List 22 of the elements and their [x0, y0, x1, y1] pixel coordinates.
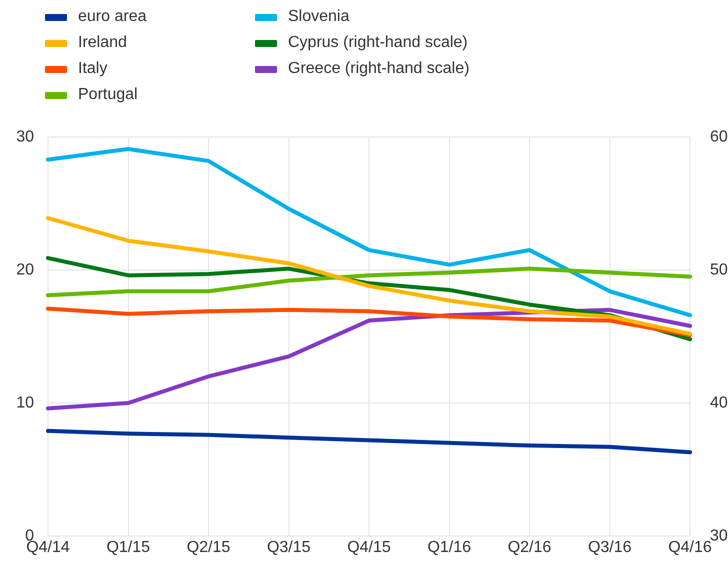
y2-tick-label: 60 [710, 128, 728, 146]
legend-label: Italy [78, 60, 108, 78]
x-tick-label: Q1/16 [427, 539, 472, 556]
x-tick-label: Q3/16 [588, 539, 632, 556]
y-tick-label: 30 [16, 128, 34, 146]
x-tick-label: Q4/16 [668, 539, 712, 556]
y-tick-label: 20 [16, 261, 34, 278]
legend-label: Cyprus (right-hand scale) [288, 34, 468, 52]
legend-label: Ireland [78, 34, 127, 52]
legend-label: Greece (right-hand scale) [288, 60, 470, 78]
x-tick-label: Q1/15 [106, 539, 150, 556]
x-tick-label: Q2/15 [186, 539, 230, 556]
x-tick-label: Q2/16 [508, 539, 552, 556]
y2-tick-label: 40 [710, 394, 728, 412]
y2-tick-label: 50 [710, 261, 728, 278]
x-tick-label: Q3/15 [266, 539, 311, 556]
y2-tick-label: 30 [710, 527, 728, 544]
legend-label: Portugal [78, 86, 138, 104]
legend-label: Slovenia [288, 8, 350, 26]
x-tick-label: Q4/15 [347, 539, 391, 556]
legend-label: euro area [78, 8, 146, 26]
y-tick-label: 10 [16, 394, 34, 412]
